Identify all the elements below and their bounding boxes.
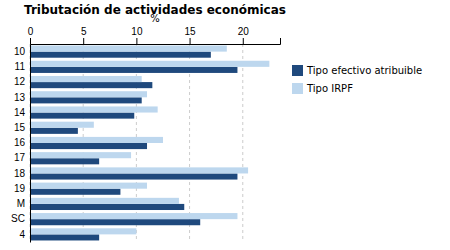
x-tick: 0 — [28, 26, 34, 44]
bar — [30, 213, 237, 219]
legend-label: Tipo efectivo atribuible — [306, 65, 422, 76]
y-tick-label: 19 — [14, 183, 26, 194]
x-tick-label: 0 — [28, 26, 34, 37]
bar — [30, 152, 131, 158]
y-tick-label: 12 — [14, 76, 26, 87]
legend: Tipo efectivo atribuible Tipo IRPF — [292, 65, 422, 94]
bar — [30, 46, 227, 52]
bar — [30, 128, 78, 134]
legend-item: Tipo IRPF — [292, 83, 353, 94]
bar — [30, 67, 237, 73]
legend-label: Tipo IRPF — [306, 83, 353, 94]
y-tick-label: 11 — [15, 61, 26, 72]
x-axis: 0 5 10 15 20 — [28, 26, 281, 45]
y-tick: 13 — [14, 92, 26, 103]
y-tick: 16 — [14, 137, 26, 148]
bar — [30, 143, 147, 149]
y-axis: 10 11 12 13 14 15 16 17 18 19 M SC 4 — [11, 45, 30, 243]
y-tick: 15 — [14, 122, 26, 133]
y-tick: 17 — [14, 152, 26, 163]
x-tick-mark — [243, 38, 244, 44]
bar-series — [30, 46, 269, 235]
y-tick: 14 — [14, 107, 26, 118]
plot-area: 0 5 10 15 20 10 11 12 13 14 15 16 17 18 19 M SC 4 — [11, 26, 280, 243]
x-axis-line — [31, 38, 281, 45]
y-tick-label: SC — [11, 213, 25, 224]
x-tick: 10 — [131, 26, 143, 44]
y-tick-label: 10 — [14, 46, 26, 57]
bar — [30, 234, 99, 240]
grid-line — [30, 44, 31, 242]
bar — [30, 52, 211, 58]
bar — [30, 82, 152, 88]
x-tick: 15 — [185, 26, 197, 44]
y-tick: 4 — [19, 229, 25, 240]
x-tick-label: 15 — [185, 26, 197, 37]
x-tick: 20 — [238, 26, 250, 44]
grid-line — [242, 44, 243, 242]
bar — [30, 113, 134, 119]
y-tick: 18 — [14, 168, 26, 179]
x-tick-mark — [190, 38, 191, 44]
legend-swatch — [292, 65, 303, 76]
x-tick-mark — [136, 38, 137, 44]
legend-item: Tipo efectivo atribuible — [292, 65, 422, 76]
bar — [30, 183, 147, 189]
bar — [30, 61, 269, 67]
bar — [30, 219, 200, 225]
bar — [30, 173, 237, 179]
grid-line — [189, 44, 190, 242]
bar — [30, 228, 136, 234]
y-tick-label: 17 — [14, 152, 26, 163]
y-tick-label: 13 — [14, 92, 26, 103]
bar — [30, 204, 184, 210]
y-tick-label: 18 — [14, 168, 26, 179]
y-axis-line — [30, 45, 31, 243]
y-tick-label: 16 — [14, 137, 26, 148]
legend-swatch — [292, 83, 303, 94]
chart-svg: Tributación de actividades económicas051… — [0, 0, 450, 250]
y-tick: SC — [11, 213, 25, 224]
chart-container: Tributación de actividades económicas051… — [0, 0, 450, 250]
y-tick: 11 — [15, 61, 26, 72]
y-tick: 12 — [14, 76, 26, 87]
bar — [30, 198, 179, 204]
bar — [30, 91, 147, 97]
x-tick-label: 5 — [81, 26, 87, 37]
x-tick-label: 10 — [131, 26, 143, 37]
y-tick-label: 15 — [14, 122, 26, 133]
bar — [30, 76, 142, 82]
x-tick-label: 20 — [238, 26, 250, 37]
bar — [30, 167, 248, 173]
bars — [30, 46, 269, 241]
x-tick-mark — [30, 38, 31, 44]
grid — [30, 44, 243, 242]
y-tick-label: M — [17, 198, 25, 209]
bar — [30, 189, 120, 195]
x-axis-title: % — [150, 13, 160, 24]
y-tick: M — [17, 198, 25, 209]
x-tick-mark — [83, 38, 84, 44]
bar — [30, 158, 99, 164]
bar — [30, 97, 142, 103]
bar — [30, 106, 158, 112]
y-tick-label: 4 — [19, 229, 25, 240]
bar — [30, 122, 94, 128]
y-tick-label: 14 — [14, 107, 26, 118]
bar-series — [30, 52, 237, 241]
y-tick: 19 — [14, 183, 26, 194]
bar — [30, 137, 163, 143]
x-tick: 5 — [81, 26, 87, 44]
y-tick: 10 — [14, 46, 26, 57]
